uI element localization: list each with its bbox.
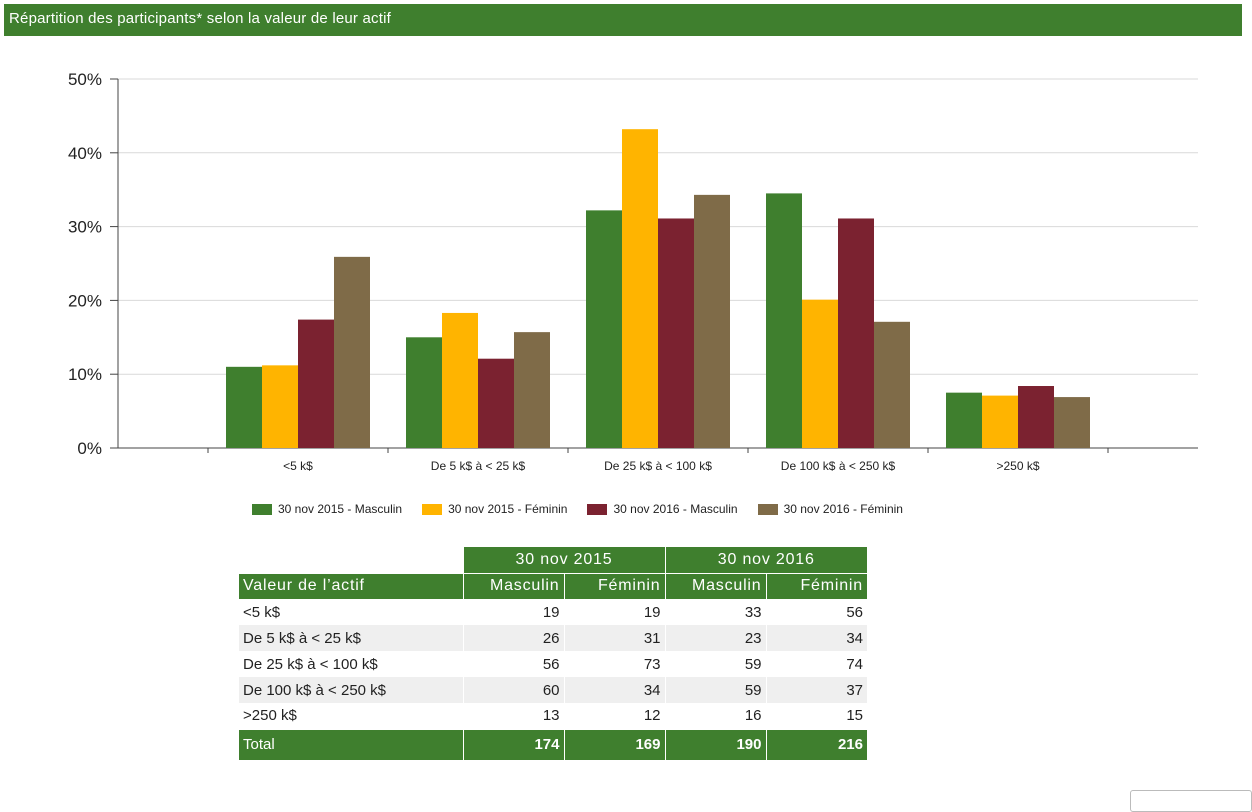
legend-label: 30 nov 2016 - Féminin bbox=[783, 502, 903, 516]
total-cell: 216 bbox=[765, 728, 867, 760]
table-cell: 15 bbox=[765, 703, 867, 729]
y-tick-label: 50% bbox=[68, 70, 102, 89]
table-cell: 19 bbox=[563, 599, 665, 625]
bar bbox=[514, 332, 550, 448]
table-cell: 34 bbox=[563, 677, 665, 703]
x-tick-label: De 5 k$ à < 25 k$ bbox=[431, 459, 526, 473]
bar bbox=[658, 218, 694, 448]
chart-legend: 30 nov 2015 - Masculin 30 nov 2015 - Fém… bbox=[252, 502, 923, 516]
bar bbox=[802, 299, 838, 448]
bar bbox=[298, 319, 334, 448]
legend-swatch bbox=[757, 503, 778, 515]
bar bbox=[442, 312, 478, 448]
row-label: De 25 k$ à < 100 k$ bbox=[243, 655, 378, 673]
table-cell: 31 bbox=[563, 625, 665, 651]
table-row: <5 k$ 19 19 33 56 bbox=[239, 599, 867, 625]
page-title: Répartition des participants* selon la v… bbox=[4, 4, 1242, 36]
table-cell: 33 bbox=[664, 599, 766, 625]
table-cell: 37 bbox=[765, 677, 867, 703]
table-row: >250 k$ 13 12 16 15 bbox=[239, 703, 867, 729]
table-cell: 59 bbox=[664, 677, 766, 703]
column-header-2016-male: Masculin bbox=[664, 572, 766, 599]
bar-chart: 0% 10% 20% 30% 40% 50% <5 k$ De 5 k$ à < 25 k$ D… bbox=[68, 70, 1198, 473]
legend-label: 30 nov 2016 - Masculin bbox=[613, 502, 738, 516]
bar bbox=[694, 194, 730, 448]
table-cell: 26 bbox=[462, 625, 564, 651]
bar bbox=[766, 193, 802, 448]
x-tick-label: De 25 k$ à < 100 k$ bbox=[604, 459, 712, 473]
column-header-2015-female: Féminin bbox=[563, 572, 665, 599]
table-cell: 56 bbox=[765, 599, 867, 625]
bar bbox=[1018, 386, 1054, 448]
legend-item-series-1[interactable]: 30 nov 2015 - Masculin bbox=[252, 502, 402, 516]
legend-label: 30 nov 2015 - Féminin bbox=[448, 502, 568, 516]
x-tick-label: <5 k$ bbox=[283, 459, 313, 473]
legend-item-series-2[interactable]: 30 nov 2015 - Féminin bbox=[422, 502, 567, 516]
legend-item-series-4[interactable]: 30 nov 2016 - Féminin bbox=[757, 502, 903, 516]
row-label: De 100 k$ à < 250 k$ bbox=[239, 677, 463, 703]
table-cell: 60 bbox=[462, 677, 564, 703]
legend-swatch bbox=[587, 503, 608, 515]
table-row: De 5 k$ à < 25 k$ 26 31 23 34 bbox=[239, 625, 867, 651]
bar bbox=[586, 210, 622, 448]
legend-label: 30 nov 2015 - Masculin bbox=[278, 502, 403, 516]
bar bbox=[946, 392, 982, 448]
bar bbox=[982, 395, 1018, 448]
y-tick-label: 30% bbox=[68, 218, 102, 237]
group-header-2016: 30 nov 2016 bbox=[664, 547, 867, 573]
legend-swatch bbox=[252, 503, 272, 515]
table-group-header-row: 30 nov 2015 30 nov 2016 bbox=[239, 547, 867, 573]
table-cell: 73 bbox=[563, 651, 665, 677]
table-cell: 56 bbox=[462, 651, 564, 677]
table-cell: 74 bbox=[765, 651, 867, 677]
data-table: 30 nov 2015 30 nov 2016 Valeur de l’acti… bbox=[239, 547, 867, 760]
x-tick-label: >250 k$ bbox=[996, 459, 1039, 473]
bar bbox=[406, 337, 442, 448]
table-cell: 16 bbox=[664, 703, 766, 729]
row-label: De 5 k$ à < 25 k$ bbox=[239, 625, 463, 651]
bar bbox=[622, 129, 658, 448]
table-cell: 13 bbox=[462, 703, 564, 729]
table-cell: 34 bbox=[765, 625, 867, 651]
bar bbox=[838, 218, 874, 448]
scroll-widget[interactable] bbox=[1130, 790, 1252, 812]
total-cell: 169 bbox=[563, 728, 665, 760]
table-cell: 59 bbox=[664, 651, 766, 677]
total-label: Total bbox=[239, 728, 463, 760]
table-cell: 19 bbox=[462, 599, 564, 625]
column-header-asset-value: Valeur de l’actif bbox=[239, 572, 463, 599]
bar bbox=[874, 321, 910, 448]
bar bbox=[334, 256, 370, 448]
table-total-row: Total 174 169 190 216 bbox=[239, 728, 867, 760]
row-label: >250 k$ bbox=[243, 707, 297, 725]
bar bbox=[478, 358, 514, 448]
table-row: De 25 k$ à < 100 k$ 56 73 59 74 bbox=[239, 651, 867, 677]
legend-swatch bbox=[422, 503, 443, 515]
row-label: <5 k$ bbox=[243, 603, 281, 621]
bar bbox=[1054, 397, 1090, 448]
y-tick-label: 20% bbox=[68, 291, 102, 310]
legend-item-series-3[interactable]: 30 nov 2016 - Masculin bbox=[587, 502, 738, 516]
column-header-2016-female: Féminin bbox=[765, 572, 867, 599]
table-cell: 23 bbox=[664, 625, 766, 651]
table-corner bbox=[239, 547, 463, 573]
table-cell: 12 bbox=[563, 703, 665, 729]
total-cell: 174 bbox=[462, 728, 564, 760]
total-cell: 190 bbox=[664, 728, 766, 760]
group-header-2015: 30 nov 2015 bbox=[462, 547, 665, 573]
y-tick-label: 40% bbox=[68, 144, 102, 163]
y-tick-label: 10% bbox=[68, 365, 102, 384]
bar bbox=[226, 366, 262, 448]
y-tick-label: 0% bbox=[77, 439, 102, 458]
table-column-header-row: Valeur de l’actif Masculin Féminin Mascu… bbox=[239, 572, 867, 599]
bar bbox=[262, 365, 298, 448]
x-tick-label: De 100 k$ à < 250 k$ bbox=[781, 459, 896, 473]
table-row: De 100 k$ à < 250 k$ 60 34 59 37 bbox=[239, 677, 867, 703]
column-header-2015-male: Masculin bbox=[462, 572, 564, 599]
